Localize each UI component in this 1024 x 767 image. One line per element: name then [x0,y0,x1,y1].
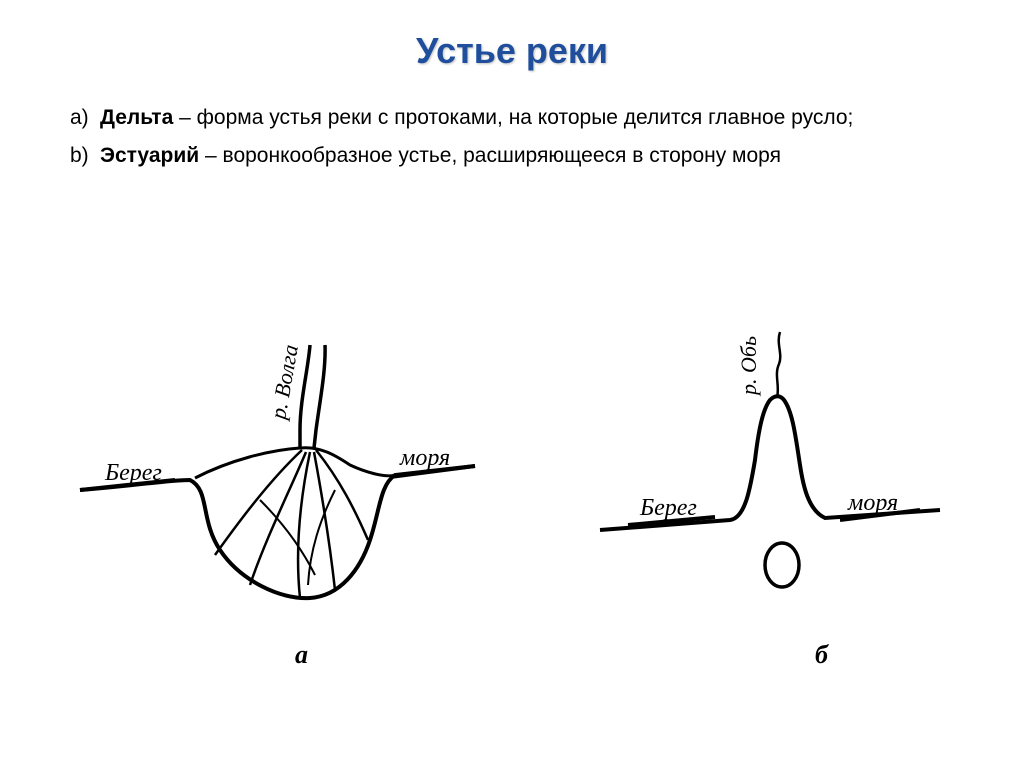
delta-main-river-left [300,345,310,448]
def-text: форма устья реки с протоками, на которые… [197,106,854,129]
definitions-list: a) Дельта – форма устья реки с протоками… [0,92,1024,171]
def-letter: b) [70,140,100,172]
river-mouth-diagram: Берег моря р. Волга Берег [0,320,1024,720]
def-term: Эстуарий [100,144,199,167]
definition-item: a) Дельта – форма устья реки с протоками… [70,102,954,134]
estuary-left-coast-label: Берег [639,495,697,521]
def-letter: a) [70,102,100,134]
def-dash: – [205,144,217,167]
delta-coast-outline [80,466,475,598]
estuary-marker: б [815,640,828,670]
delta-river-label: р. Волга [265,343,303,423]
delta-diagram: Берег моря р. Волга [80,343,475,599]
estuary-island [765,543,799,587]
delta-right-coast-label: моря [399,445,450,471]
def-text: воронкообразное устье, расширяющееся в с… [223,144,781,167]
delta-upper-line [195,448,395,478]
def-dash: – [179,106,191,129]
estuary-diagram: Берег моря р. Обь [600,332,940,587]
delta-channel [316,450,368,540]
def-body: Эстуарий – воронкообразное устье, расшир… [100,140,954,172]
estuary-river-label: р. Обь [736,336,761,397]
estuary-river-thin [777,332,780,398]
delta-channel [215,450,302,555]
delta-main-river-right [314,345,325,448]
diagrams-area: Берег моря р. Волга Берег [0,320,1024,720]
def-body: Дельта – форма устья реки с протоками, н… [100,102,954,134]
def-term: Дельта [100,106,173,129]
definition-item: b) Эстуарий – воронкообразное устье, рас… [70,140,954,172]
delta-marker: а [295,640,308,670]
page-title: Устье реки [0,0,1024,92]
